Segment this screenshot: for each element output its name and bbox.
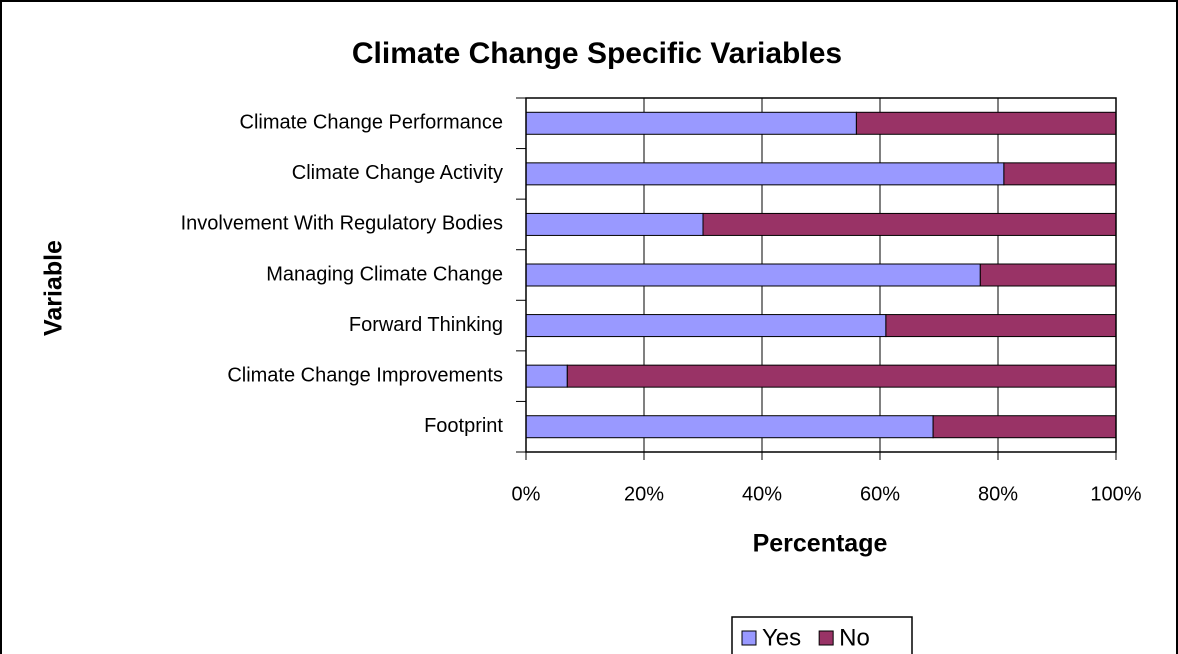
bar-segment — [525, 162, 1005, 186]
bar-segment — [855, 111, 1117, 135]
plot-border — [525, 97, 1117, 453]
legend-label: No — [839, 624, 870, 651]
bar-segment — [525, 111, 857, 135]
bar-segment — [702, 212, 1117, 236]
x-axis-label: Percentage — [753, 530, 888, 558]
x-tick-label: 100% — [1090, 483, 1141, 505]
y-tick-label: Climate Change Activity — [292, 162, 503, 184]
bar-segment — [566, 364, 1117, 388]
bar-segment — [1003, 162, 1117, 186]
x-tick-label: 80% — [978, 483, 1018, 505]
y-tick-label: Climate Change Performance — [240, 112, 503, 134]
y-tick-label: Forward Thinking — [349, 314, 503, 336]
y-tick-label: Climate Change Improvements — [227, 364, 503, 386]
legend-swatch — [741, 630, 757, 646]
bar-segment — [525, 212, 704, 236]
bar-segment — [525, 364, 568, 388]
y-axis-label: Variable — [40, 240, 68, 336]
bar-segment — [525, 263, 981, 287]
bar-segment — [885, 314, 1117, 338]
legend-swatch — [818, 630, 834, 646]
x-tick-label: 20% — [624, 483, 664, 505]
x-tick-label: 0% — [512, 483, 541, 505]
chart-title: Climate Change Specific Variables — [352, 37, 842, 70]
bar-segment — [932, 415, 1117, 439]
x-tick-label: 40% — [742, 483, 782, 505]
bar-segment — [979, 263, 1117, 287]
x-tick-label: 60% — [860, 483, 900, 505]
legend-label: Yes — [762, 624, 801, 651]
y-tick-label: Involvement With Regulatory Bodies — [181, 213, 503, 235]
bar-segment — [525, 314, 887, 338]
y-tick-label: Footprint — [424, 415, 503, 437]
bar-segment — [525, 415, 934, 439]
y-tick-label: Managing Climate Change — [266, 263, 503, 285]
